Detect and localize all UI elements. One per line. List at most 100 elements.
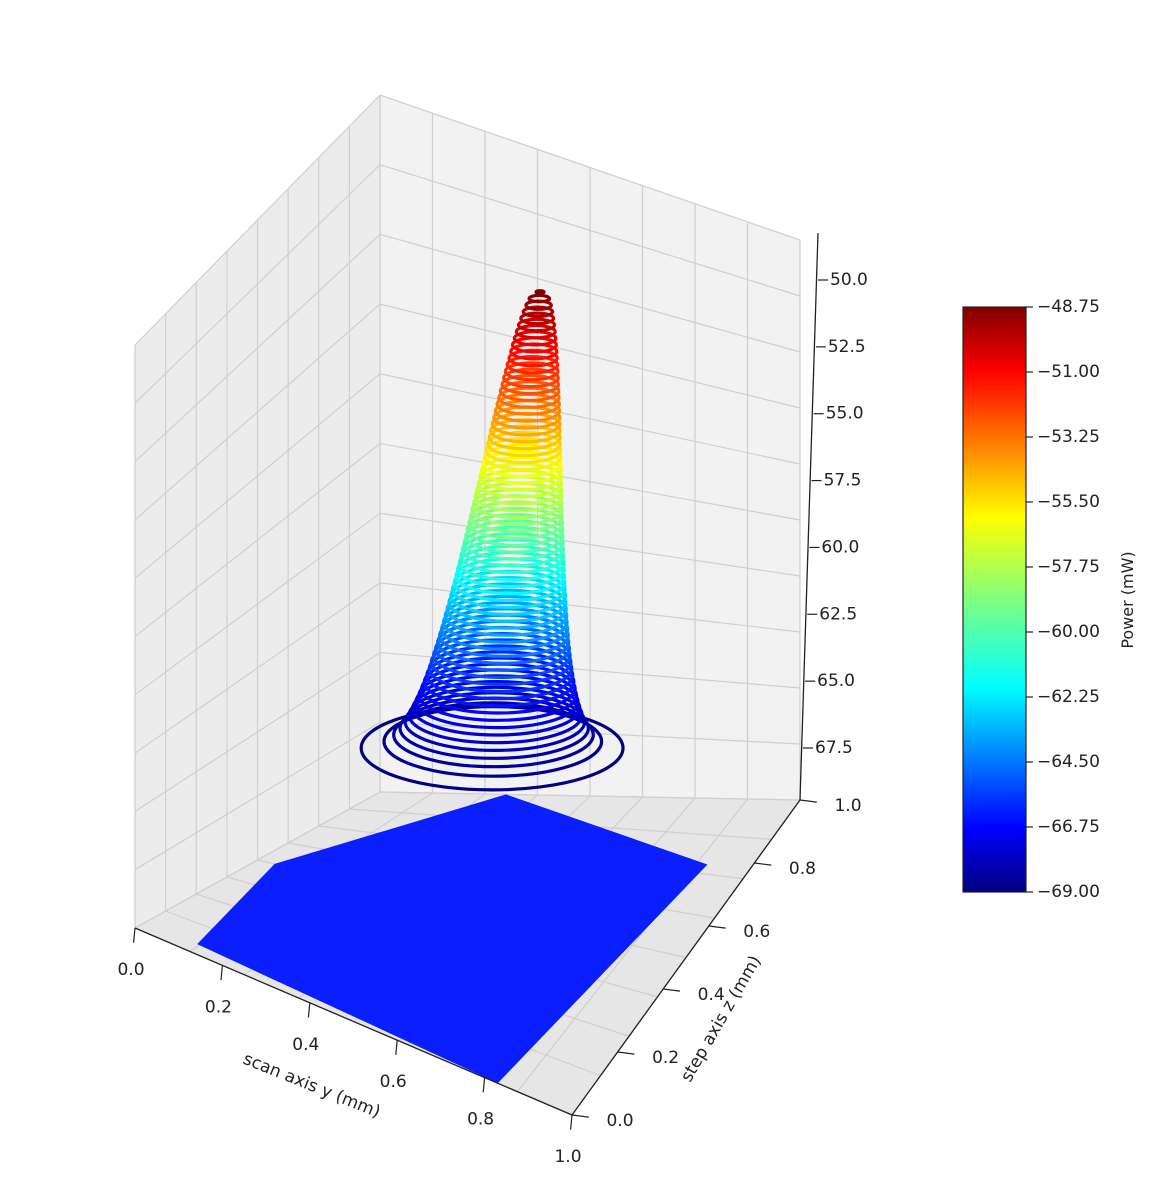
power-contour-ring (484, 437, 563, 465)
power-contour-ring (460, 532, 566, 568)
power-contour-ring (422, 656, 576, 708)
colorbar-tick-label: −66.75 (1037, 817, 1100, 837)
power-contour-ring (449, 575, 568, 616)
right-pane-grid-line (379, 303, 801, 409)
x-tick-mark (133, 927, 136, 943)
x-tick-mark (395, 1040, 398, 1055)
left-pane-grid-line (134, 512, 381, 696)
y-tick-label: 0.8 (789, 859, 816, 879)
x-tick-label: 0.6 (380, 1072, 407, 1092)
y-tick-label: 0.2 (652, 1048, 679, 1068)
x-axis-title: scan axis y (mm) (240, 1049, 383, 1122)
x-tick-mark (570, 1114, 573, 1130)
power-contour-ring (500, 373, 561, 396)
right-pane-grid-line (379, 373, 801, 465)
z-axis-line (799, 232, 819, 801)
power-contour-ring (479, 456, 563, 485)
power-contour-ring (462, 525, 565, 561)
x-tick-label: 0.2 (205, 997, 232, 1017)
right-pane-grid-line (379, 512, 801, 577)
power-contour-ring (505, 355, 560, 375)
power-contour-ring (519, 311, 556, 326)
left-pane-grid-line (134, 582, 381, 754)
power-contour-ring (427, 644, 574, 694)
left-pane-grid-line (134, 721, 381, 871)
z-tick-label: 65.0 (817, 671, 855, 691)
power-contour-ring (481, 449, 563, 478)
colorbar-tick-label: −51.00 (1037, 362, 1100, 382)
x-axis-ticks: 0.0 0.2 0.4 0.6 0.8 1.0 (117, 927, 582, 1167)
left-pane-grid-line (134, 652, 381, 812)
power-contour-ring (443, 594, 569, 637)
y-axis-title: step axis z (mm) (677, 952, 766, 1085)
colorbar-tick-label: −57.75 (1037, 557, 1100, 577)
floor-grid-line (516, 798, 748, 1092)
x-tick-mark (482, 1077, 486, 1093)
y-tick-mark (708, 925, 726, 929)
colorbar-title: Power (mW) (1118, 551, 1137, 648)
z-tick-label: 67.5 (815, 738, 853, 758)
y-axis-line (571, 799, 801, 1116)
power-contour-ring (503, 361, 560, 382)
y-tick-label: 0.6 (743, 922, 770, 942)
colorbar-tick-label: −48.75 (1037, 297, 1100, 317)
power-contour-ring (445, 588, 568, 630)
y-axis-ticks: 0.0 0.2 0.4 0.6 0.8 1.0 (571, 796, 862, 1131)
power-surface (359, 289, 625, 792)
right-pane-grid-line (379, 791, 801, 801)
colorbar-tick-label: −55.50 (1037, 492, 1100, 512)
colorbar-tick-label: −60.00 (1037, 622, 1100, 642)
power-floor (197, 794, 708, 1084)
colorbar-tick-label: −53.25 (1037, 427, 1100, 447)
colorbar: −48.75 −51.00 −53.25 −55.50 −57.75 −60.00 −62.… (962, 297, 1137, 902)
y-tick-label: 0.4 (698, 985, 725, 1005)
right-pane-grid-line (379, 582, 801, 633)
power-contour-ring (425, 650, 575, 701)
power-contour-ring (483, 443, 563, 471)
z-tick-label: 62.5 (819, 604, 857, 624)
right-pane-grid-line (379, 94, 801, 241)
power-contour-ring (467, 506, 565, 540)
x-tick-label: 0.4 (292, 1035, 319, 1055)
z-tick-label: 52.5 (828, 337, 866, 357)
colorbar-tick-label: −69.00 (1037, 882, 1100, 902)
colorbar-tick-label: −64.50 (1037, 752, 1100, 772)
x-tick-mark (307, 1002, 311, 1018)
left-pane-grid-line (134, 164, 381, 404)
y-tick-mark (754, 862, 772, 866)
right-pane-grid-line (379, 721, 801, 745)
left-pane-grid-line (134, 791, 381, 929)
y-tick-label: 1.0 (834, 796, 861, 816)
left-pane-grid-line (134, 303, 381, 521)
y-tick-label: 0.0 (606, 1111, 633, 1131)
left-pane-grid-line (134, 373, 381, 579)
colorbar-gradient (962, 306, 1027, 893)
colorbar-ticks: −48.75 −51.00 −53.25 −55.50 −57.75 −60.00 −62.… (1026, 297, 1100, 902)
power-contour-ring (392, 701, 595, 769)
power-contour-ring (468, 500, 564, 533)
y-tick-mark (663, 988, 681, 992)
z-axis-ticks: 50.0 52.5 55.0 57.5 60.0 62.5 65.0 67.5 (803, 270, 868, 758)
power-contour-ring (487, 424, 562, 451)
x-tick-label: 0.8 (467, 1110, 494, 1130)
colorbar-tick-label: −62.25 (1037, 687, 1100, 707)
power-contour-ring (441, 601, 569, 644)
power-contour-ring (527, 293, 552, 304)
x-tick-label: 1.0 (554, 1147, 581, 1167)
power-contour-ring (411, 679, 582, 737)
power-contour-ring (465, 513, 565, 547)
left-pane-grid-line (134, 233, 381, 463)
power-contour-ring (514, 323, 557, 340)
power-contour-ring (534, 289, 546, 295)
z-tick-label: 50.0 (830, 270, 868, 290)
right-pane-grid-line (379, 164, 801, 297)
left-pane-grid-line (134, 443, 381, 637)
power-contour-ring (502, 367, 560, 389)
x-tick-mark (220, 965, 223, 981)
floor-region (197, 794, 708, 1084)
power-contour-ring (498, 380, 561, 403)
axis-lines (134, 232, 819, 1116)
y-tick-mark (799, 799, 817, 803)
z-tick-label: 60.0 (821, 537, 859, 557)
